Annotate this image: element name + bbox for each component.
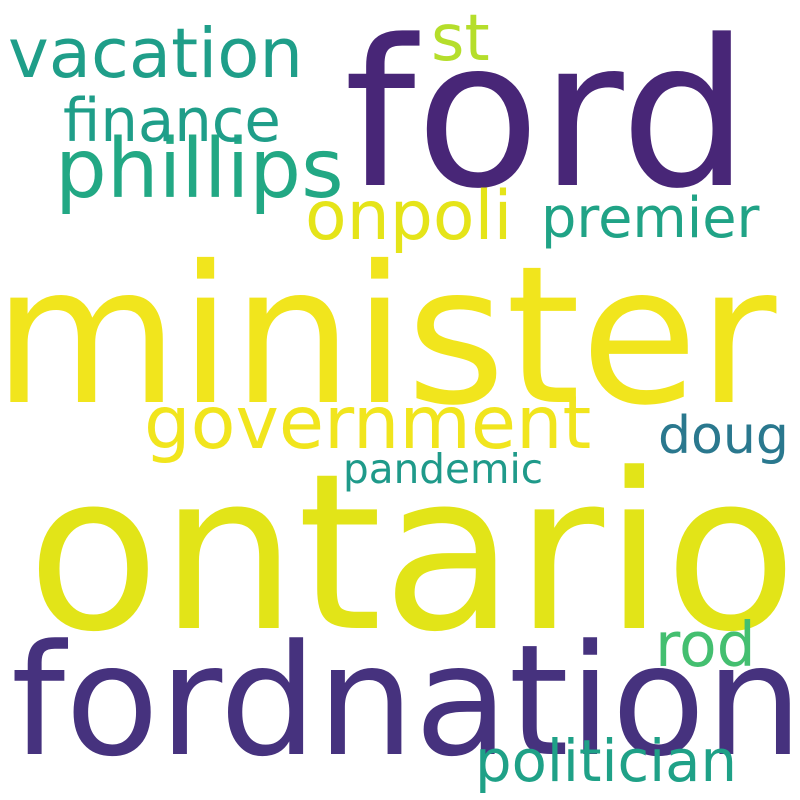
word-phillips: phillips <box>55 122 344 217</box>
word-government: government <box>144 381 592 466</box>
word-fordnation: fordnation <box>11 611 800 791</box>
word-politician: politician <box>475 727 737 795</box>
word-ford: ford <box>344 0 750 233</box>
word-finance: finance <box>63 85 281 155</box>
word-pandemic: pandemic <box>343 444 544 493</box>
word-onpoli: onpoli <box>305 177 513 256</box>
word-vacation: vacation <box>8 14 304 94</box>
word-rod: rod <box>655 608 756 681</box>
word-minister: minister <box>0 226 777 448</box>
word-premier: premier <box>541 185 760 251</box>
word-ontario: ontario <box>27 428 798 680</box>
word-doug: doug <box>658 405 789 466</box>
word-st: st <box>431 0 490 76</box>
